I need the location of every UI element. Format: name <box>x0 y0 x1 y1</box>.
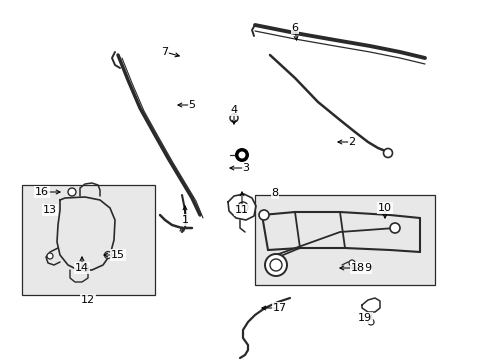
Text: 9: 9 <box>364 263 371 273</box>
Circle shape <box>238 152 245 158</box>
Circle shape <box>235 148 248 162</box>
Circle shape <box>229 114 238 122</box>
Circle shape <box>389 223 399 233</box>
Circle shape <box>238 202 247 212</box>
Circle shape <box>104 252 111 258</box>
Text: 12: 12 <box>81 295 95 305</box>
Circle shape <box>81 265 88 271</box>
Bar <box>254 195 434 285</box>
Text: 8: 8 <box>271 188 278 198</box>
Text: 4: 4 <box>230 105 237 115</box>
Text: 18: 18 <box>350 263 365 273</box>
Text: 19: 19 <box>357 313 371 323</box>
Circle shape <box>47 253 53 259</box>
Text: 13: 13 <box>43 205 57 215</box>
Circle shape <box>68 188 76 196</box>
Text: 15: 15 <box>111 250 125 260</box>
Circle shape <box>367 319 373 325</box>
Circle shape <box>264 254 286 276</box>
Text: 11: 11 <box>235 205 248 215</box>
Text: 10: 10 <box>377 203 391 213</box>
Text: 17: 17 <box>272 303 286 313</box>
Text: 16: 16 <box>35 187 49 197</box>
Bar <box>22 185 155 295</box>
Text: 6: 6 <box>291 23 298 33</box>
Text: 1: 1 <box>181 215 188 225</box>
Text: 5: 5 <box>188 100 195 110</box>
Text: 14: 14 <box>75 263 89 273</box>
Circle shape <box>269 259 282 271</box>
Text: 7: 7 <box>161 47 168 57</box>
Text: 3: 3 <box>242 163 249 173</box>
Circle shape <box>259 210 268 220</box>
Circle shape <box>348 260 354 266</box>
Circle shape <box>383 148 392 157</box>
Text: 2: 2 <box>348 137 355 147</box>
